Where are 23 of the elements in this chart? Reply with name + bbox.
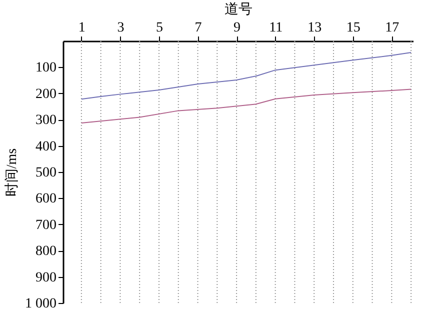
y-tick-label: 400 [36,139,56,154]
x-tick-label: 1 [78,20,86,36]
x-axis-title: 道号 [224,2,252,18]
x-tick-label: 15 [346,20,360,36]
y-tick-label: 800 [36,244,56,260]
y-tick-label: 200 [36,86,56,102]
line-series [80,52,412,100]
x-tick-label: 7 [194,20,202,36]
y-tick-label: 600 [36,192,56,207]
line-series [80,88,412,124]
y-tick-label: 1 000 [25,296,56,312]
y-tick-label: 300 [36,113,56,128]
y-tick-label: 700 [36,218,56,233]
x-tick-label: 11 [269,20,283,36]
x-tick-label: 13 [308,20,322,36]
x-tick-label: 17 [385,20,400,36]
y-tick-label: 500 [36,166,56,180]
x-tick-label: 9 [234,20,241,36]
y-axis-title: 时间/ms [4,148,20,197]
y-tick-label: 100 [36,60,56,76]
x-tick-label: 3 [117,20,124,36]
y-tick-label: 900 [36,270,56,286]
x-tick-label: 5 [156,20,163,36]
